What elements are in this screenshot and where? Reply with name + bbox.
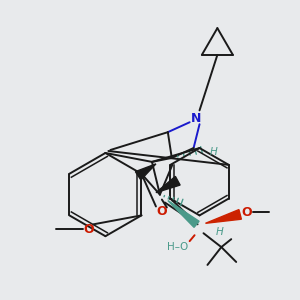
- Text: O: O: [83, 223, 94, 236]
- Text: H: H: [215, 227, 223, 237]
- Text: H: H: [209, 147, 217, 157]
- Polygon shape: [206, 210, 242, 223]
- Text: N: N: [190, 112, 201, 125]
- Polygon shape: [135, 164, 156, 180]
- Polygon shape: [156, 176, 180, 193]
- Text: H–O: H–O: [167, 242, 188, 252]
- Text: O: O: [157, 205, 167, 218]
- Polygon shape: [168, 200, 199, 227]
- Text: O: O: [242, 206, 252, 219]
